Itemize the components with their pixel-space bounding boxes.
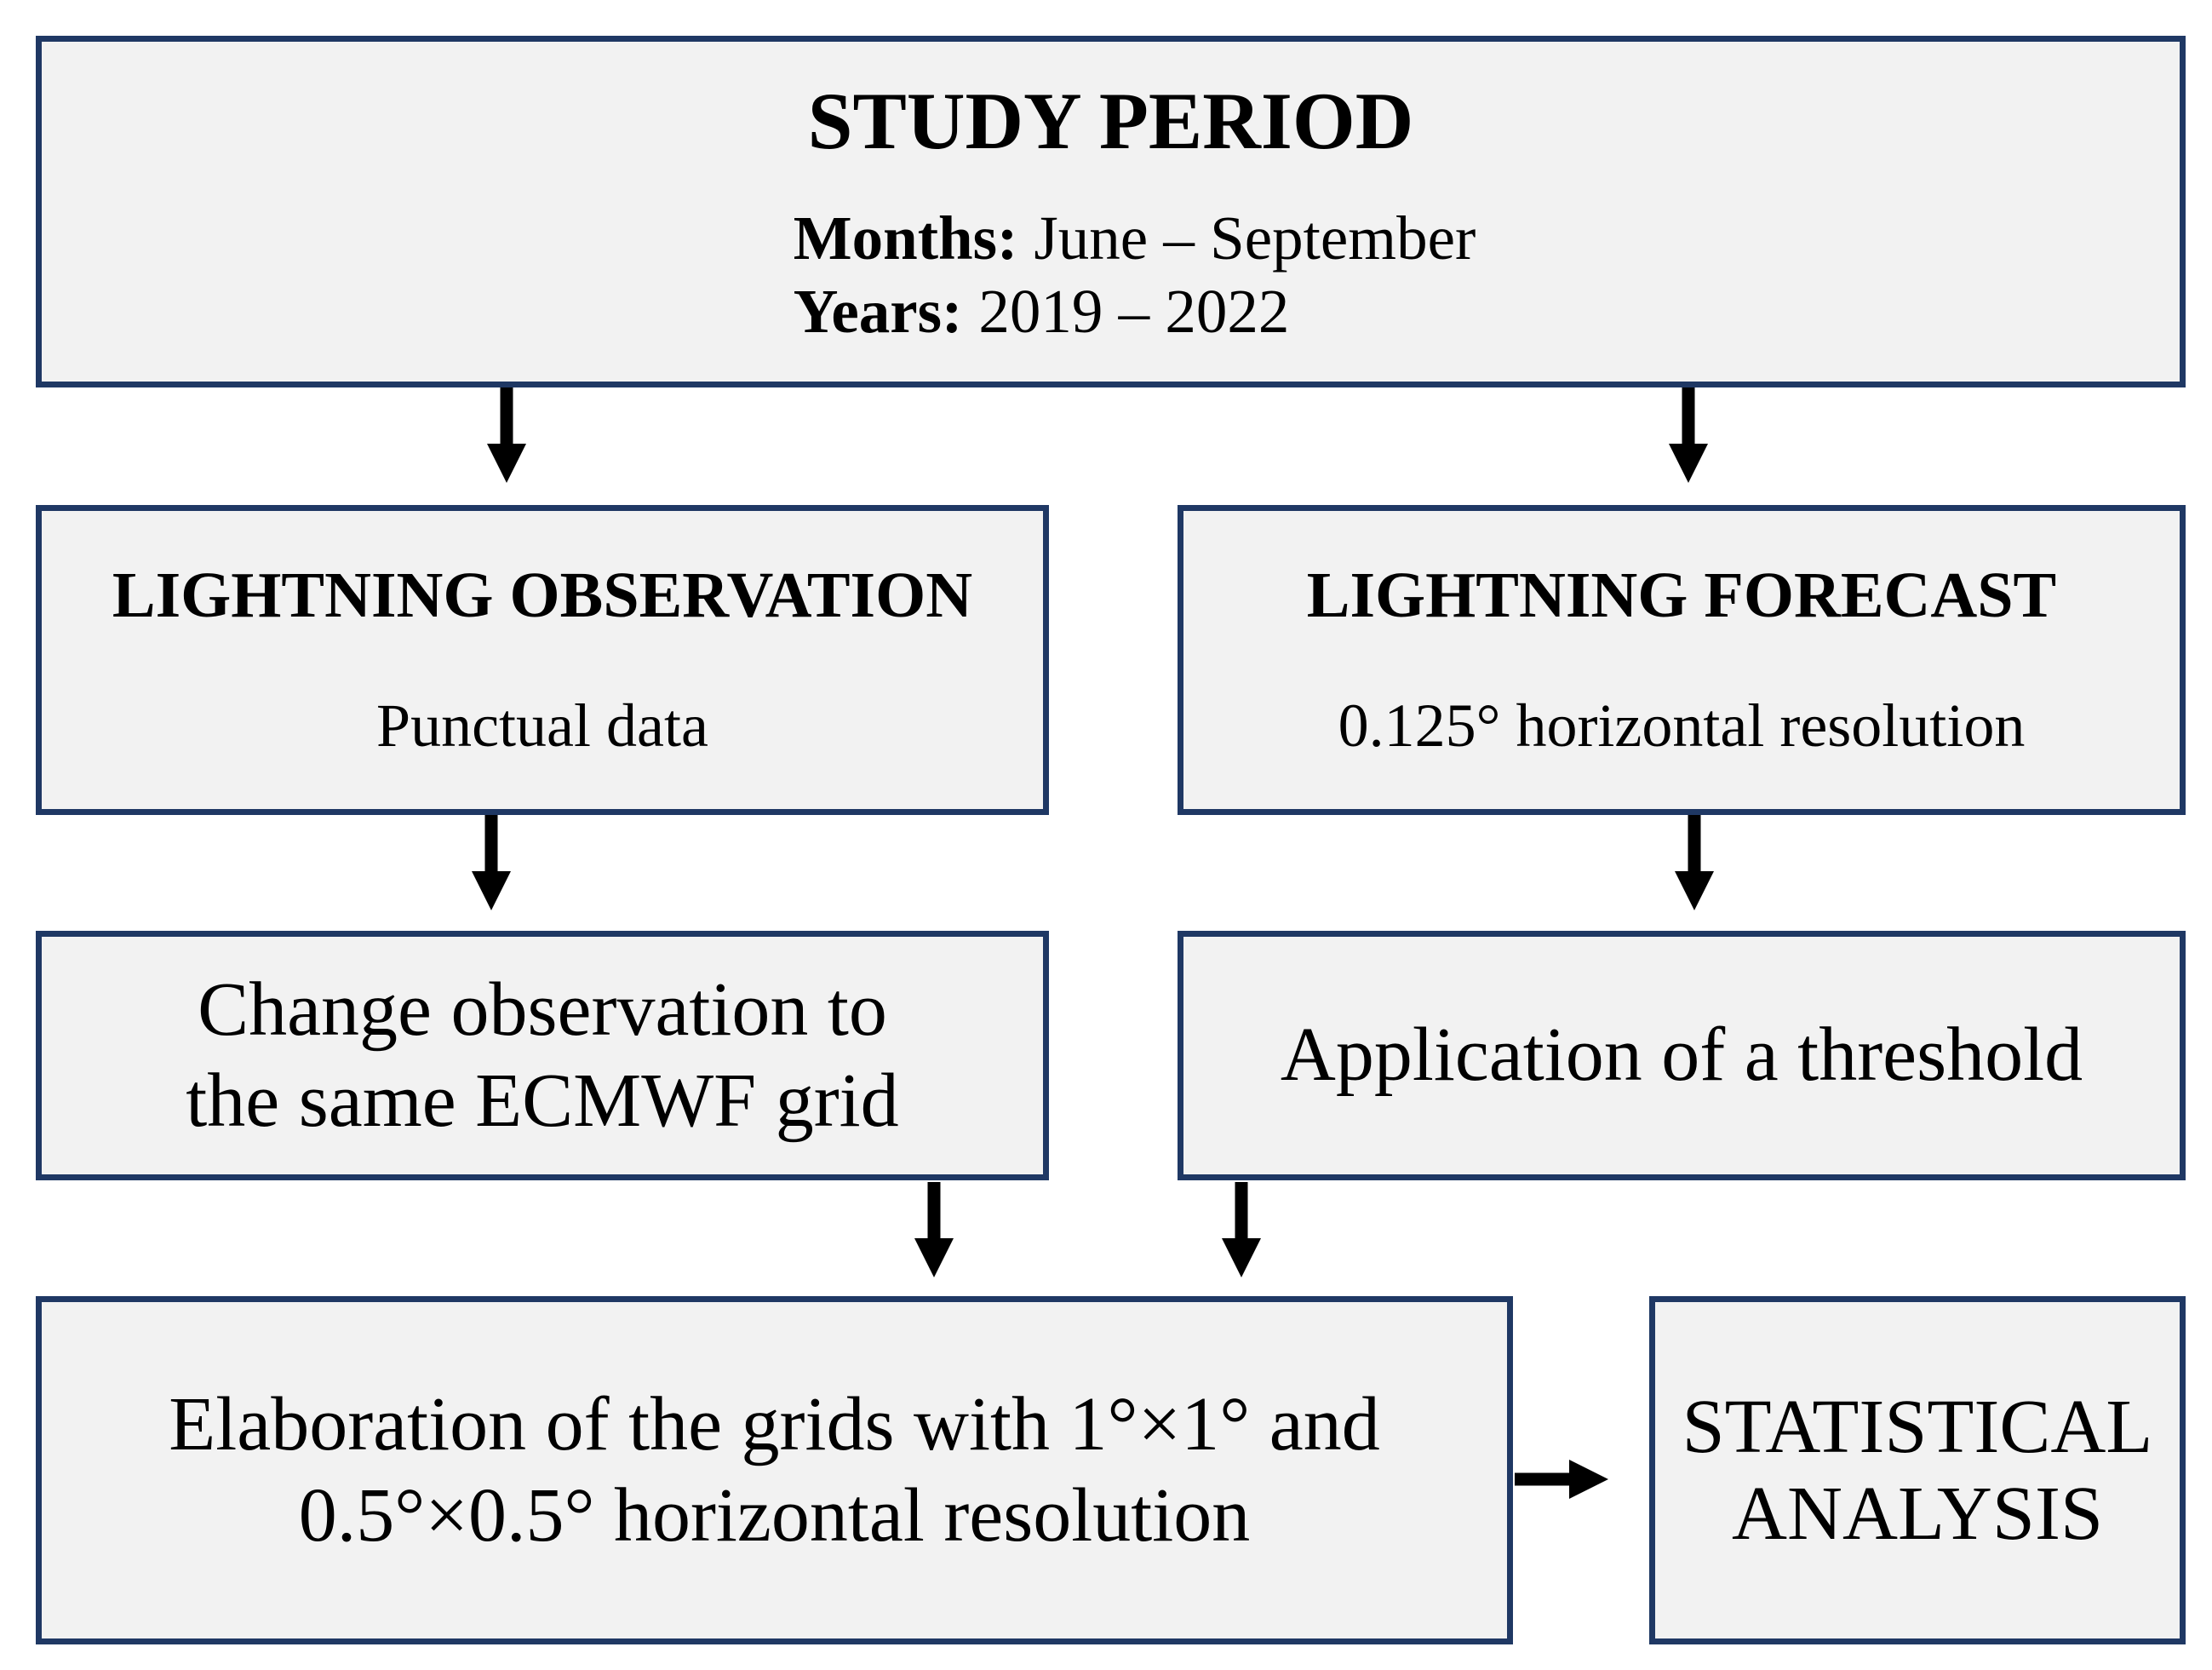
statistical-analysis-line2: ANALYSIS [1731, 1471, 2104, 1556]
down-arrow-icon-change-to-elaboration [914, 1182, 954, 1277]
lightning-forecast-subtitle: 0.125° horizontal resolution [1338, 692, 2026, 760]
node-apply-threshold: Application of a threshold [1178, 931, 2186, 1180]
change-observation-line1: Change observation to [198, 967, 887, 1053]
years-value: 2019 – 2022 [978, 276, 1290, 346]
lightning-forecast-title: LIGHTNING FORECAST [1306, 559, 2057, 631]
change-observation-line2: the same ECMWF grid [186, 1058, 899, 1143]
node-lightning-forecast: LIGHTNING FORECAST 0.125° horizontal res… [1178, 505, 2186, 815]
lightning-observation-subtitle: Punctual data [376, 692, 708, 760]
study-period-details: Months: June – September Years: 2019 – 202… [794, 202, 1476, 347]
down-arrow-icon-threshold-to-elaboration [1222, 1182, 1261, 1277]
study-period-years-line: Years: 2019 – 2022 [794, 275, 1476, 347]
apply-threshold-text: Application of a threshold [1280, 1013, 2083, 1098]
study-period-title: STUDY PERIOD [807, 75, 1414, 166]
node-statistical-analysis: STATISTICAL ANALYSIS [1649, 1296, 2186, 1644]
statistical-analysis-line1: STATISTICAL [1682, 1384, 2153, 1469]
months-label: Months: [793, 204, 1018, 273]
node-study-period: STUDY PERIOD Months: June – September Yea… [36, 36, 2186, 387]
elaboration-line2: 0.5°×0.5° horizontal resolution [298, 1472, 1251, 1558]
down-arrow-icon-forecast-to-threshold [1675, 815, 1714, 910]
node-elaboration: Elaboration of the grids with 1°×1° and … [36, 1296, 1513, 1644]
lightning-observation-title: LIGHTNING OBSERVATION [112, 559, 973, 631]
study-period-months-line: Months: June – September [794, 202, 1476, 274]
node-lightning-observation: LIGHTNING OBSERVATION Punctual data [36, 505, 1049, 815]
down-arrow-icon-study-to-forecast [1669, 387, 1708, 483]
elaboration-line1: Elaboration of the grids with 1°×1° and [169, 1382, 1380, 1467]
node-change-observation: Change observation to the same ECMWF gri… [36, 931, 1049, 1180]
years-label: Years: [793, 276, 963, 346]
down-arrow-icon-study-to-observation [487, 387, 526, 483]
down-arrow-icon-observation-to-change [472, 815, 511, 910]
right-arrow-icon-elaboration-to-statistical [1515, 1460, 1608, 1499]
months-value: June – September [1034, 204, 1476, 273]
